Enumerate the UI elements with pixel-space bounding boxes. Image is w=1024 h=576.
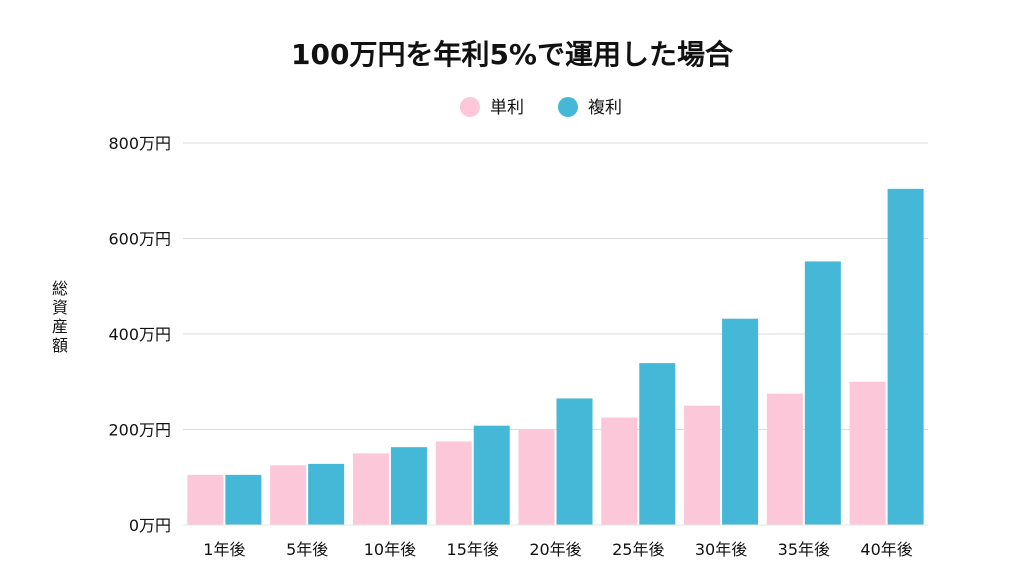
x-tick-label: 15年後: [447, 540, 499, 559]
bar-simple: [435, 441, 472, 525]
legend-swatch-simple: [460, 97, 480, 117]
y-axis-title-char-2: 資: [52, 298, 68, 317]
bar-compound: [639, 363, 676, 525]
y-tick-label: 800万円: [108, 134, 171, 153]
bar-compound: [887, 188, 924, 525]
bar-compound: [556, 398, 593, 525]
chart-title: 100万円を年利5%で運用した場合: [291, 38, 734, 71]
y-tick-label: 0万円: [129, 516, 171, 535]
bar-simple: [849, 381, 886, 525]
bar-compound: [308, 463, 345, 525]
legend-swatch-compound: [558, 97, 578, 117]
x-tick-label: 10年後: [364, 540, 416, 559]
y-axis-title-char-3: 産: [52, 317, 68, 336]
y-axis-title: 総 資 産 額: [52, 279, 68, 355]
x-tick-labels: 1年後 5年後 10年後 15年後 20年後 25年後 30年後 35年後 40年後: [203, 540, 913, 559]
bar-simple: [352, 453, 389, 525]
y-tick-label: 400万円: [108, 325, 171, 344]
y-tick-label: 200万円: [108, 421, 171, 440]
legend: 単利 複利: [460, 97, 622, 118]
legend-item-compound: 複利: [558, 97, 622, 118]
bar-compound: [473, 425, 510, 525]
bar-simple: [684, 405, 721, 525]
bar-simple: [187, 474, 224, 525]
x-tick-label: 30年後: [695, 540, 747, 559]
bar-simple: [766, 393, 803, 525]
y-tick-label: 600万円: [108, 230, 171, 249]
bars: [187, 188, 924, 525]
grid-lines: [183, 142, 928, 430]
x-tick-label: 1年後: [203, 540, 245, 559]
x-tick-label: 5年後: [286, 540, 328, 559]
bar-compound: [722, 318, 759, 525]
bar-simple: [518, 429, 555, 525]
legend-label-compound: 複利: [588, 98, 622, 118]
y-axis-title-char-1: 総: [52, 279, 68, 298]
x-tick-label: 40年後: [860, 540, 912, 559]
legend-item-simple: 単利: [460, 97, 524, 118]
x-tick-label: 20年後: [529, 540, 581, 559]
x-tick-label: 25年後: [612, 540, 664, 559]
y-tick-labels: 0万円 200万円 400万円 600万円 800万円: [108, 134, 171, 535]
bar-simple: [270, 465, 307, 525]
x-tick-label: 35年後: [778, 540, 830, 559]
bar-compound: [390, 447, 427, 525]
y-axis-title-char-4: 額: [52, 336, 68, 355]
bar-compound: [804, 261, 841, 525]
legend-label-simple: 単利: [490, 98, 524, 118]
bar-simple: [601, 417, 638, 525]
bar-compound: [225, 474, 262, 525]
